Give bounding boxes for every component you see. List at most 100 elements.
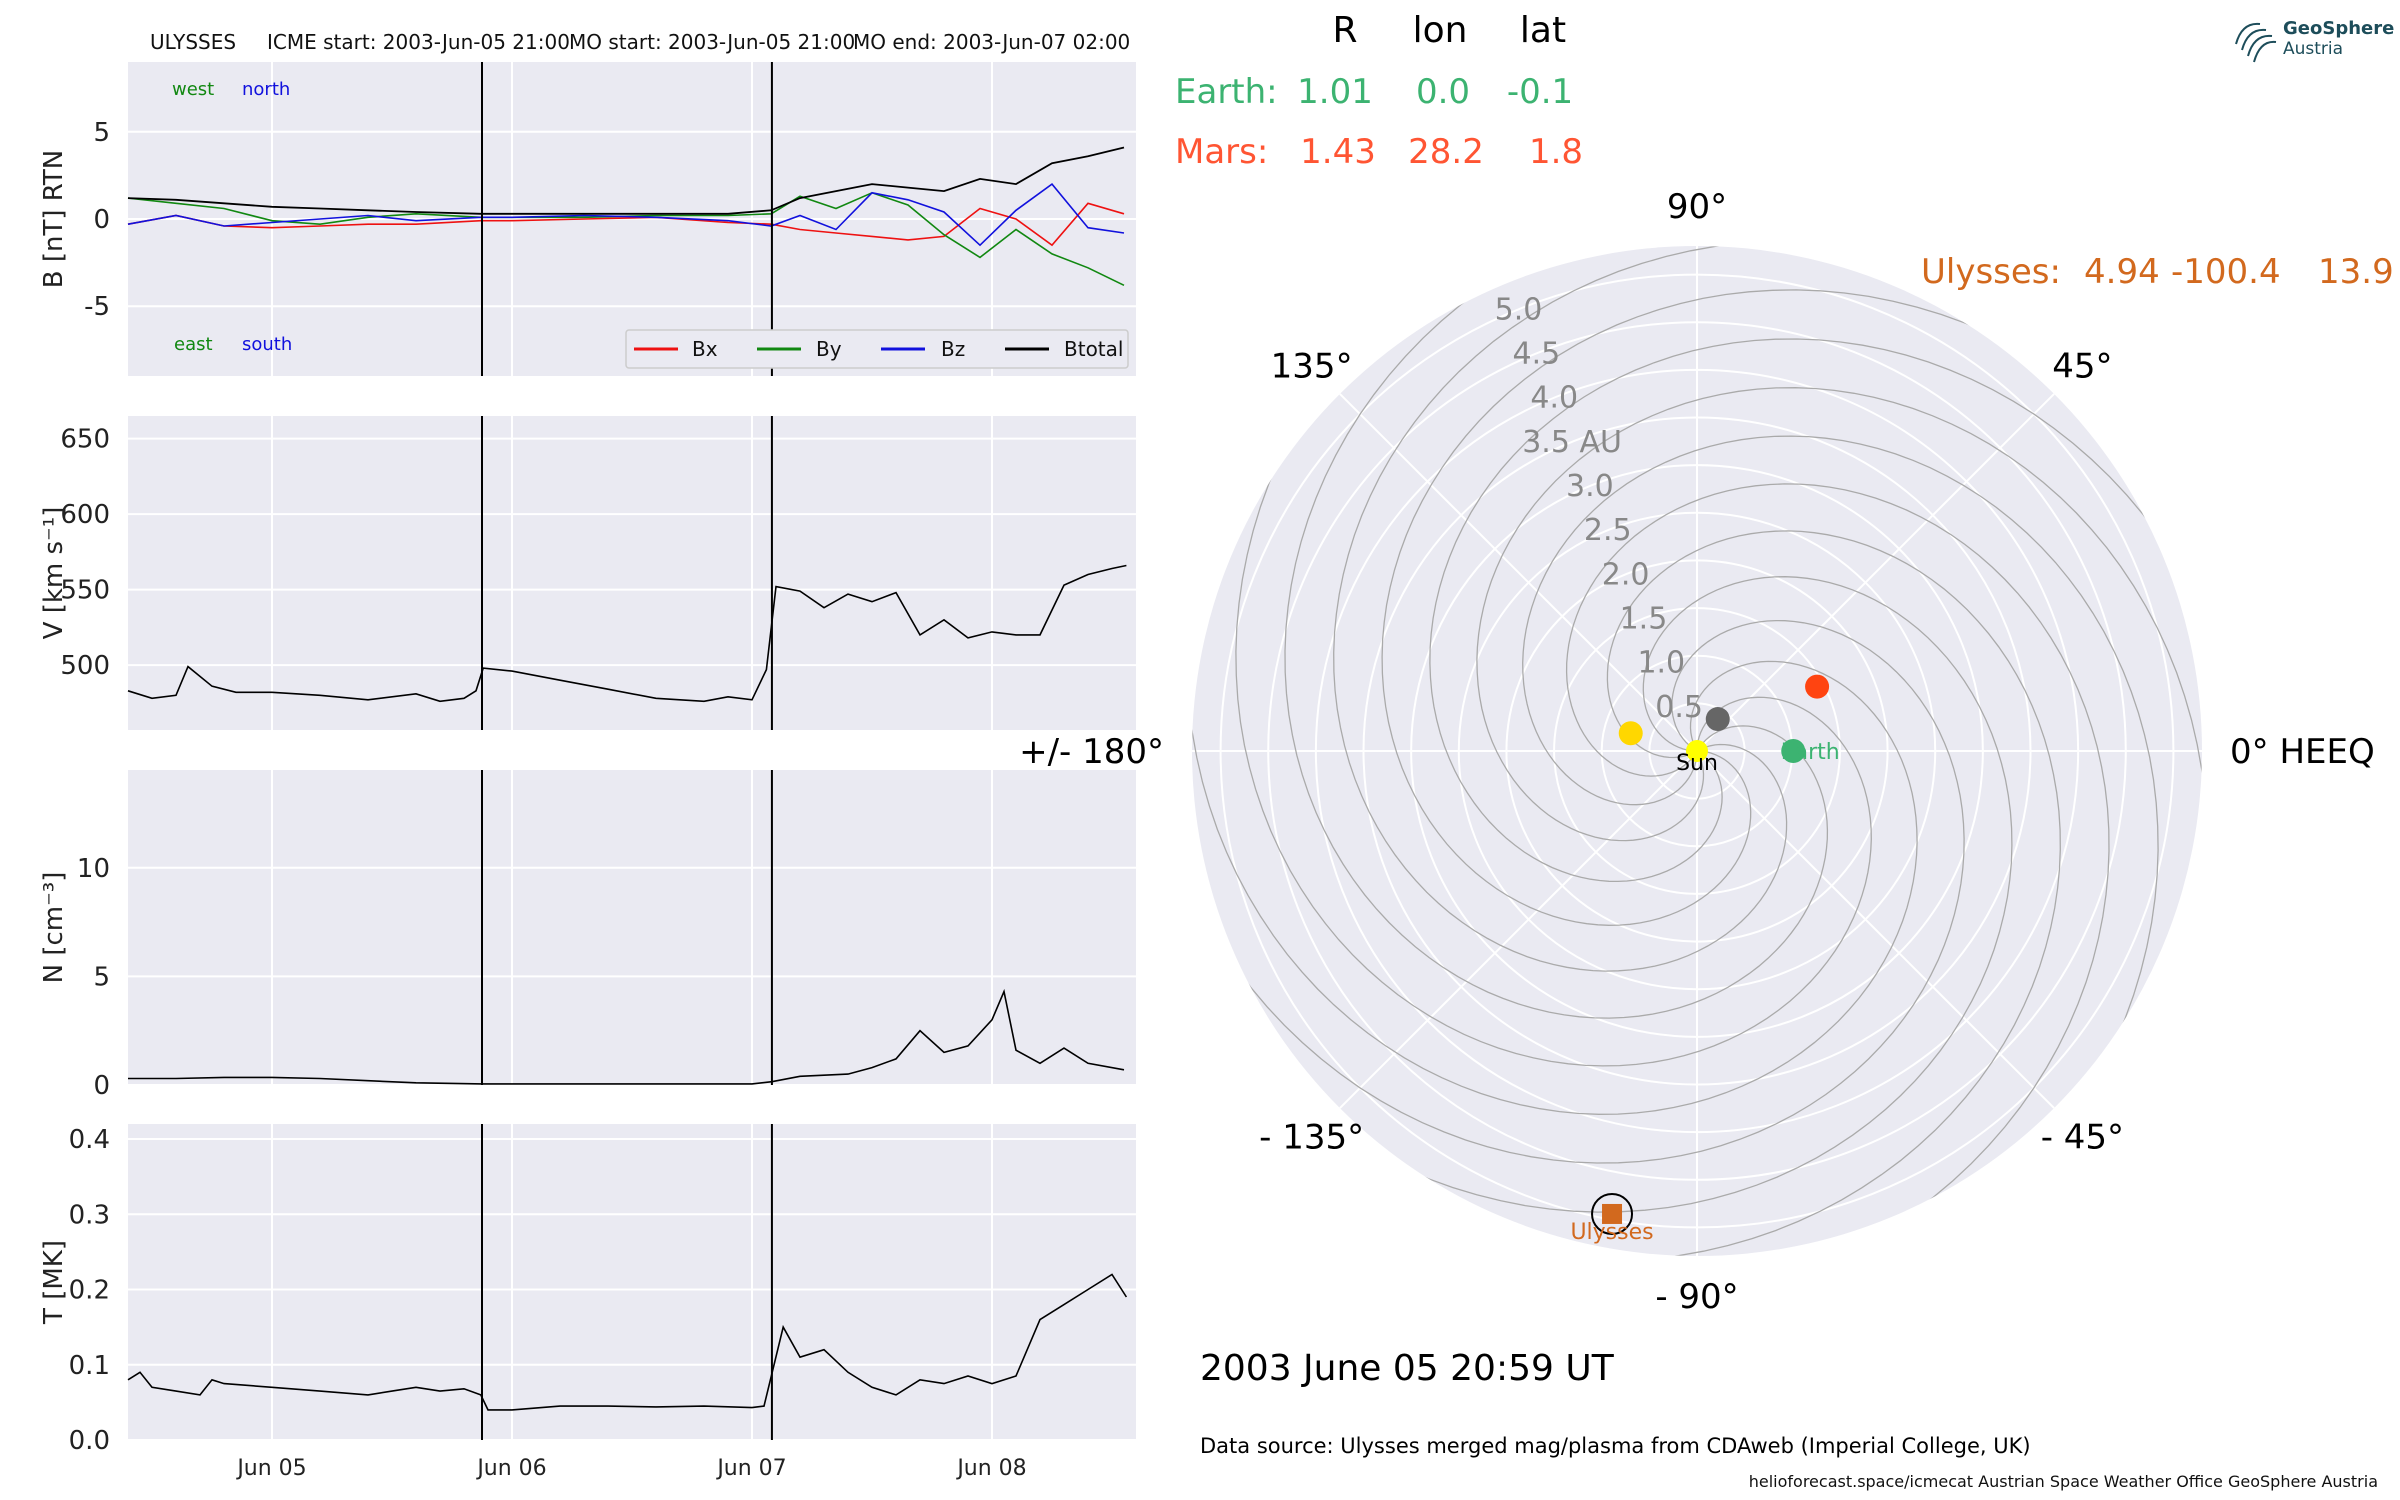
earth-lat: -0.1 xyxy=(1507,72,1573,112)
header-icme-start: ICME start: 2003-Jun-05 21:00 xyxy=(267,30,570,54)
radial-tick-label: 2.0 xyxy=(1602,557,1650,592)
y-axis-label: V [km s⁻¹] xyxy=(39,507,69,640)
data-source: Data source: Ulysses merged mag/plasma f… xyxy=(1200,1434,2031,1458)
table-header-lat: lat xyxy=(1520,10,1566,51)
legend-bx: Bx xyxy=(692,337,718,361)
y-tick-label: 0.4 xyxy=(69,1125,110,1155)
annotation-east: east xyxy=(174,334,213,355)
logo-line1: GeoSphere xyxy=(2283,18,2394,39)
angle-label: 45° xyxy=(2052,347,2112,387)
angular-spoke xyxy=(1339,393,1698,752)
y-axis-label: T [MK] xyxy=(39,1240,69,1325)
angle-label: 0° HEEQ xyxy=(2230,732,2375,772)
polar-plot: 0.5 1.0 1.5 2.0 2.5 3.0 3.5 AU 4.0 4.5 5.0 0° HEEQ… xyxy=(1019,187,2375,1317)
angular-spoke xyxy=(1339,750,1698,1109)
radial-tick-label: 4.5 xyxy=(1513,336,1561,371)
credits: helioforecast.space/icmecat Austrian Spa… xyxy=(1749,1472,2378,1491)
legend-btotal: Btotal xyxy=(1064,337,1123,361)
venus-marker xyxy=(1618,721,1643,746)
earth-r: 1.01 xyxy=(1297,72,1373,112)
mars-lon: 28.2 xyxy=(1408,132,1484,172)
logo-swirl-icon xyxy=(2235,22,2277,63)
timestamp: 2003 June 05 20:59 UT xyxy=(1200,1348,1615,1389)
mars-r: 1.43 xyxy=(1300,132,1376,172)
annotation-south: south xyxy=(242,334,292,355)
y-tick-label: 600 xyxy=(60,500,110,530)
ulysses-lat: 13.9 xyxy=(2318,252,2394,292)
geosphere-logo: GeoSphere Austria xyxy=(2235,18,2394,63)
y-tick-label: 0 xyxy=(93,205,110,235)
earth-name: Earth: xyxy=(1175,72,1278,112)
x-tick-label: Jun 06 xyxy=(475,1456,546,1481)
ulysses-label: Ulysses xyxy=(1570,1220,1653,1245)
series-line-t xyxy=(127,1273,1128,1411)
ulysses-ring xyxy=(1591,1192,1634,1235)
radial-tick-label: 0.5 xyxy=(1655,690,1703,725)
panel-1: 500 550 600 650 V [km s⁻¹] xyxy=(39,416,1136,730)
x-tick-label: Jun 08 xyxy=(955,1456,1026,1481)
series-line-bz xyxy=(127,183,1125,247)
y-axis-label: B [nT] RTN xyxy=(39,150,69,289)
angular-spoke xyxy=(1696,393,2055,752)
header: ULYSSES ICME start: 2003-Jun-05 21:00 MO… xyxy=(150,30,1130,54)
y-axis-label: N [cm⁻³] xyxy=(39,872,69,984)
radial-tick-label: 2.5 xyxy=(1584,513,1632,548)
y-tick-label: 0.3 xyxy=(69,1200,110,1230)
x-tick-label: Jun 05 xyxy=(235,1456,306,1481)
header-mo-end: MO end: 2003-Jun-07 02:00 xyxy=(853,30,1130,54)
angle-label: 135° xyxy=(1271,347,1353,387)
y-tick-label: 0.0 xyxy=(69,1426,110,1456)
series-line-v xyxy=(127,564,1127,703)
annotation-north: north xyxy=(242,79,290,100)
series-line-bx xyxy=(127,202,1125,247)
ulysses-name: Ulysses: xyxy=(1921,252,2061,292)
radial-tick-label: 3.5 AU xyxy=(1522,425,1622,460)
panel-0: -5 0 5 B [nT] RTN xyxy=(39,62,1136,376)
earth-label: Earth xyxy=(1781,740,1840,765)
ulysses-r: 4.94 xyxy=(2084,252,2160,292)
parker-spiral-line xyxy=(1192,246,1965,1164)
annotation-west: west xyxy=(172,79,214,100)
y-tick-label: 0.2 xyxy=(69,1276,110,1306)
legend-by: By xyxy=(816,337,842,361)
y-tick-label: 5 xyxy=(93,118,110,148)
legend-bz: Bz xyxy=(941,337,965,361)
angle-label: - 90° xyxy=(1655,1277,1738,1317)
positions-table: R lon lat Earth: 1.01 0.0 -0.1 Mars: 1.4… xyxy=(1175,10,2394,292)
series-line-by xyxy=(127,191,1125,287)
angular-spoke xyxy=(1696,750,2055,1109)
logo-line2: Austria xyxy=(2283,39,2343,59)
mercury-marker xyxy=(1705,707,1730,732)
panel-2: 0 5 10 N [cm⁻³] xyxy=(39,770,1136,1101)
parker-spiral-line xyxy=(1429,338,2202,1256)
y-tick-label: -5 xyxy=(84,292,110,322)
series-line-n xyxy=(128,988,1125,1085)
y-tick-label: 550 xyxy=(60,576,110,606)
y-tick-label: 5 xyxy=(93,962,110,992)
y-tick-label: 500 xyxy=(60,651,110,681)
earth-marker xyxy=(1781,739,1806,763)
header-spacecraft: ULYSSES xyxy=(150,30,236,54)
parker-spiral-line xyxy=(1192,483,2110,1256)
panel-background xyxy=(128,416,1136,730)
table-header-lon: lon xyxy=(1413,10,1468,51)
angle-label: - 135° xyxy=(1259,1117,1364,1157)
sun-label: Sun xyxy=(1676,751,1718,776)
series-line-btotal xyxy=(127,146,1125,215)
radial-tick-label: 1.5 xyxy=(1620,601,1668,636)
y-tick-label: 0 xyxy=(93,1071,110,1101)
sun-marker xyxy=(1686,740,1708,762)
parker-spiral-line xyxy=(1284,246,2202,1019)
ulysses-lon: -100.4 xyxy=(2171,252,2281,292)
angle-label: 90° xyxy=(1667,187,1727,227)
earth-lon: 0.0 xyxy=(1416,72,1470,112)
panel-background xyxy=(128,1124,1136,1440)
angle-label: - 45° xyxy=(2041,1117,2124,1157)
radial-tick-label: 1.0 xyxy=(1637,646,1685,681)
mars-marker xyxy=(1805,674,1830,699)
panel-background xyxy=(128,770,1136,1085)
y-tick-label: 650 xyxy=(60,425,110,455)
ulysses-marker xyxy=(1602,1203,1623,1224)
mars-name: Mars: xyxy=(1175,132,1268,172)
